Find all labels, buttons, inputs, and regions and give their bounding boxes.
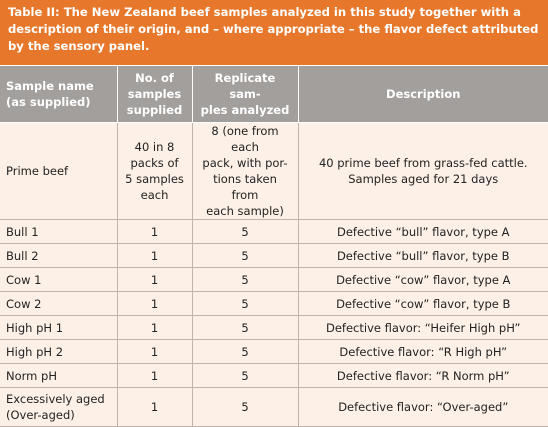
table-cell: Defective “bull” flavor, type B — [297, 243, 548, 268]
table-cell: Defective flavor: “R Norm pH” — [297, 363, 548, 388]
table-row: Norm pH 1 5 Defective flavor: “R Norm pH” — [0, 363, 548, 388]
table-row: Prime beef 40 in 8 packs of 5 samples eac… — [0, 122, 548, 220]
table-cell: Defective flavor: “Over-aged” — [297, 387, 548, 427]
table-cell: High pH 1 — [0, 315, 118, 340]
table-row: Cow 2 1 5 Defective “cow” flavor, type B — [0, 291, 548, 316]
table-cell: 5 — [191, 339, 299, 364]
table-row: Bull 1 1 5 Defective “bull” flavor, type A — [0, 219, 548, 244]
table-row: Bull 2 1 5 Defective “bull” flavor, type B — [0, 243, 548, 268]
table-cell: Defective “cow” flavor, type B — [297, 291, 548, 316]
table-cell: 1 — [116, 387, 193, 427]
table-cell: Norm pH — [0, 363, 118, 388]
table-cell: Defective flavor: “R High pH” — [297, 339, 548, 364]
table-cell: Defective “cow” flavor, type A — [297, 267, 548, 292]
table-title: Table II: The New Zealand beef samples a… — [0, 0, 548, 65]
table-row: High pH 2 1 5 Defective flavor: “R High pH” — [0, 339, 548, 364]
table-cell: 5 — [191, 267, 299, 292]
table-cell: 8 (one from each pack, with por- tions t… — [191, 122, 299, 220]
table-cell: 1 — [116, 363, 193, 388]
table-cell: 1 — [116, 291, 193, 316]
table-cell: 40 prime beef from grass-fed cattle. Sam… — [297, 122, 548, 220]
table-cell: Defective “bull” flavor, type A — [297, 219, 548, 244]
header-cell: Sample name (as supplied) — [0, 65, 118, 123]
header-cell: No. of samples supplied — [116, 65, 193, 123]
table-cell: Prime beef — [0, 122, 118, 220]
table-cell: Cow 2 — [0, 291, 118, 316]
table-body: Prime beef 40 in 8 packs of 5 samples eac… — [0, 122, 548, 427]
table-cell: Bull 1 — [0, 219, 118, 244]
table-cell: 5 — [191, 243, 299, 268]
table-cell: 1 — [116, 267, 193, 292]
header-row: Sample name (as supplied) No. of samples … — [0, 65, 548, 123]
table-cell: Excessively aged (Over-aged) — [0, 387, 118, 427]
table-cell: 5 — [191, 219, 299, 244]
table-cell: 1 — [116, 243, 193, 268]
table-cell: Bull 2 — [0, 243, 118, 268]
header-cell: Replicate sam- ples analyzed — [191, 65, 299, 123]
table-cell: 5 — [191, 363, 299, 388]
table-cell: 5 — [191, 387, 299, 427]
table-cell: High pH 2 — [0, 339, 118, 364]
table: Sample name (as supplied) No. of samples … — [0, 65, 548, 427]
table-cell: 40 in 8 packs of 5 samples each — [116, 122, 193, 220]
table-row: High pH 1 1 5 Defective flavor: “Heifer Hig… — [0, 315, 548, 340]
table-cell: 1 — [116, 339, 193, 364]
table-cell: 5 — [191, 291, 299, 316]
table-row: Cow 1 1 5 Defective “cow” flavor, type A — [0, 267, 548, 292]
table-cell: 5 — [191, 315, 299, 340]
table-cell: 1 — [116, 315, 193, 340]
table-cell: 1 — [116, 219, 193, 244]
table-row: Excessively aged (Over-aged) 1 5 Defective … — [0, 387, 548, 427]
table-cell: Cow 1 — [0, 267, 118, 292]
table-cell: Defective flavor: “Heifer High pH” — [297, 315, 548, 340]
header-cell: Description — [297, 65, 548, 123]
